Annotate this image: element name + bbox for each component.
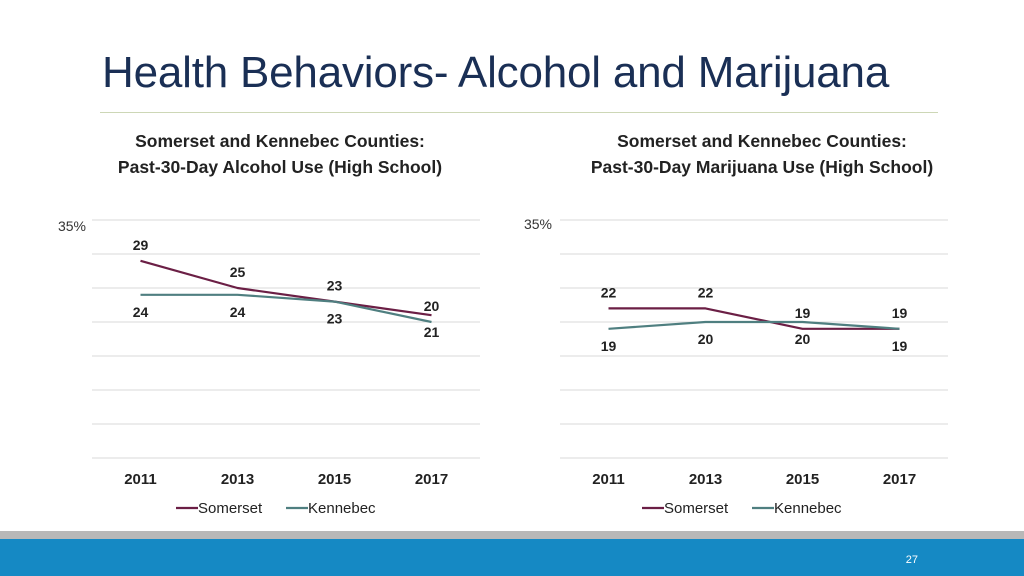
alcohol-x-tick-label: 2013 — [221, 471, 254, 488]
marijuana-data-label-kennebec: 20 — [698, 331, 714, 347]
marijuana-chart-title-line-1: Somerset and Kennebec Counties: — [617, 131, 907, 151]
alcohol-legend-somerset-label: Somerset — [198, 500, 263, 517]
marijuana-data-label-somerset: 22 — [698, 284, 714, 300]
marijuana-x-tick-label: 2011 — [592, 471, 625, 488]
alcohol-data-label-kennebec: 20 — [424, 298, 440, 314]
marijuana-chart-title-line-2: Past-30-Day Marijuana Use (High School) — [590, 157, 934, 177]
marijuana-data-label-somerset: 19 — [795, 305, 811, 321]
alcohol-chart-title-line-1: Somerset and Kennebec Counties: — [135, 131, 425, 151]
marijuana-series-somerset-line — [608, 307, 900, 330]
marijuana-x-tick-label: 2013 — [689, 471, 722, 488]
alcohol-x-tick-label: 2017 — [415, 471, 448, 488]
alcohol-x-tick-label: 2011 — [124, 471, 157, 488]
footer-stripe — [0, 531, 1024, 539]
alcohol-chart-title-line-2: Past-30-Day Alcohol Use (High School) — [117, 157, 443, 177]
alcohol-series-somerset-line — [140, 259, 432, 317]
alcohol-data-label-kennebec: 24 — [133, 304, 149, 320]
marijuana-line-chart: 35% 2011 2013 2015 2017 22 22 19 19 19 20 20 19 Somer… — [524, 216, 948, 517]
slide-title: Health Behaviors- Alcohol and Marijuana — [102, 48, 890, 97]
alcohol-data-label-somerset: 25 — [230, 264, 246, 280]
marijuana-legend-kennebec-label: Kennebec — [774, 500, 842, 517]
page-number: 27 — [905, 554, 918, 566]
alcohol-x-tick-label: 2015 — [318, 471, 351, 488]
alcohol-data-label-somerset: 23 — [327, 278, 343, 294]
marijuana-data-label-kennebec: 19 — [892, 338, 908, 354]
marijuana-chart-title: Somerset and Kennebec Counties: Past-30-… — [540, 128, 984, 180]
alcohol-series-kennebec-line — [140, 293, 432, 324]
alcohol-line-chart: 35% 2011 2013 2015 2017 29 25 23 21 24 24 23 20 Somer… — [58, 218, 480, 517]
alcohol-y-max-label: 35% — [58, 218, 86, 234]
marijuana-series-kennebec-line — [608, 320, 900, 330]
alcohol-chart-title: Somerset and Kennebec Counties: Past-30-… — [70, 128, 490, 180]
marijuana-data-label-kennebec: 19 — [601, 338, 617, 354]
marijuana-y-max-label: 35% — [524, 216, 552, 232]
marijuana-legend-somerset-label: Somerset — [664, 500, 729, 517]
alcohol-data-label-kennebec: 23 — [327, 311, 343, 327]
alcohol-data-label-somerset: 21 — [424, 324, 440, 340]
marijuana-x-tick-label: 2017 — [883, 471, 916, 488]
marijuana-data-label-kennebec: 20 — [795, 331, 811, 347]
footer-bar — [0, 539, 1024, 576]
alcohol-legend-kennebec-label: Kennebec — [308, 500, 376, 517]
alcohol-data-label-kennebec: 24 — [230, 304, 246, 320]
title-divider — [100, 112, 938, 113]
alcohol-data-label-somerset: 29 — [133, 237, 149, 253]
marijuana-data-label-somerset: 22 — [601, 284, 617, 300]
marijuana-data-label-somerset: 19 — [892, 305, 908, 321]
marijuana-x-tick-label: 2015 — [786, 471, 819, 488]
